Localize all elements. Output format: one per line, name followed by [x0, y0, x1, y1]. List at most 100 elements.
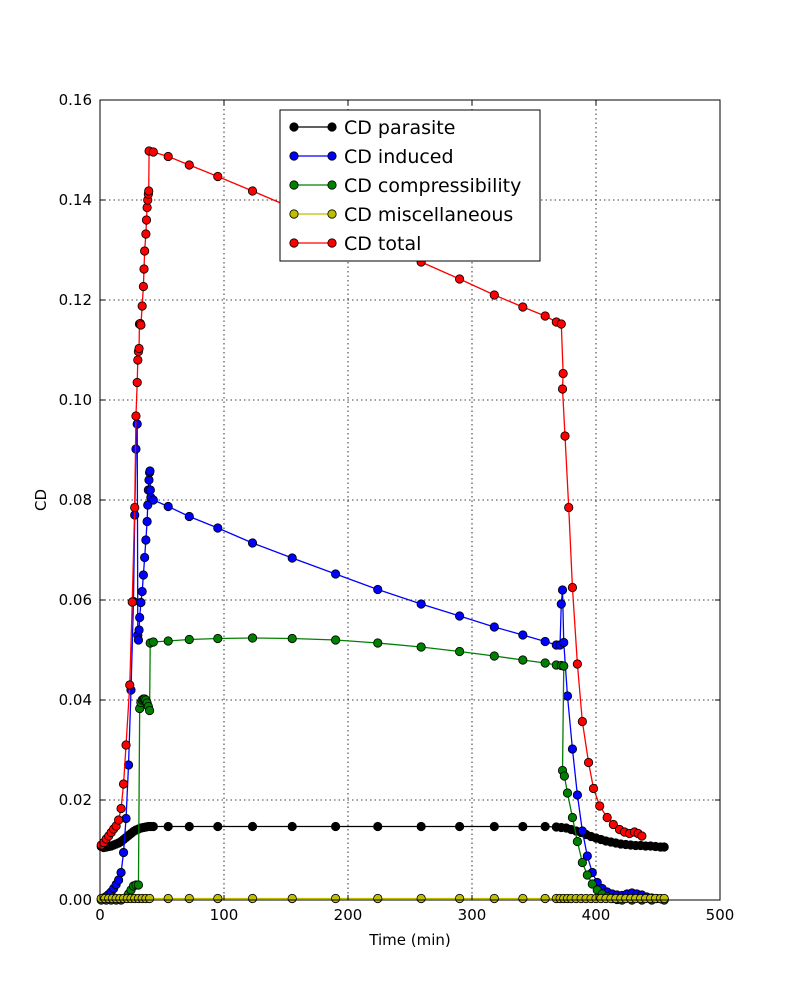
axis-ticks: 0 100 200 300 400 500 0.00 0.02 0.04 0.06 0.08 0.10… — [59, 91, 735, 924]
data-point-cd-parasite — [330, 821, 341, 832]
data-point-cd-compressibility — [540, 658, 550, 668]
data-point-cd-total — [583, 757, 594, 768]
data-point-cd-parasite — [148, 821, 158, 832]
legend-label: CD miscellaneous — [344, 204, 513, 226]
data-point-cd-compressibility — [145, 705, 155, 716]
data-point-cd-induced — [137, 586, 147, 597]
series-cd-total — [96, 146, 647, 850]
data-point-cd-compressibility — [559, 661, 569, 671]
data-point-cd-total — [577, 716, 587, 727]
data-point-cd-parasite — [540, 821, 550, 832]
data-point-cd-miscellaneous — [373, 893, 383, 904]
data-point-cd-induced — [562, 691, 573, 701]
data-point-cd-total — [560, 431, 570, 441]
data-point-cd-parasite — [247, 821, 258, 832]
data-point-cd-total — [213, 171, 223, 182]
data-point-cd-compressibility — [454, 646, 465, 657]
data-point-cd-induced — [138, 570, 148, 580]
y-axis-label: CD — [32, 489, 50, 511]
data-point-cd-total — [556, 319, 566, 329]
data-point-cd-miscellaneous — [489, 893, 499, 904]
data-point-cd-induced — [287, 553, 297, 563]
data-point-cd-total — [637, 831, 647, 841]
data-point-cd-total — [588, 783, 599, 794]
data-point-cd-total — [131, 411, 141, 421]
legend-entry-cd-miscellaneous: CD miscellaneous — [289, 204, 513, 226]
legend-entry-cd-induced: CD induced — [289, 146, 454, 168]
data-point-cd-total — [140, 246, 150, 256]
x-tick-label: 100 — [210, 906, 239, 924]
data-point-cd-total — [118, 779, 129, 789]
data-point-cd-induced — [135, 612, 145, 623]
data-point-cd-induced — [163, 501, 173, 512]
data-point-cd-total — [127, 597, 137, 607]
data-point-cd-induced — [556, 599, 566, 609]
y-tick-label: 0.12 — [59, 291, 92, 309]
data-point-cd-compressibility — [489, 651, 499, 661]
data-point-cd-parasite — [287, 821, 297, 832]
legend-marker — [289, 122, 299, 132]
legend-marker — [327, 238, 337, 248]
data-point-cd-total — [489, 290, 499, 300]
y-tick-label: 0.10 — [59, 391, 92, 409]
legend-label: CD induced — [344, 146, 454, 168]
data-point-cd-compressibility — [373, 638, 383, 648]
data-point-cd-induced — [559, 637, 569, 648]
series-cd-compressibility — [96, 633, 669, 905]
legend-marker — [289, 151, 299, 161]
data-point-cd-total — [564, 502, 574, 513]
x-tick-label: 500 — [706, 906, 735, 924]
y-tick-label: 0.14 — [59, 191, 92, 209]
data-point-cd-induced — [582, 851, 592, 861]
data-point-cd-compressibility — [559, 771, 569, 781]
data-point-cd-total — [134, 343, 144, 354]
y-tick-label: 0.04 — [59, 691, 92, 709]
legend-entry-cd-total: CD total — [289, 233, 421, 255]
data-point-cd-total — [558, 368, 568, 379]
series-cd-induced — [96, 419, 669, 904]
x-axis-label: Time (min) — [368, 931, 450, 949]
data-point-cd-compressibility — [287, 633, 297, 644]
data-point-cd-induced — [572, 790, 583, 800]
x-tick-label: 400 — [582, 906, 611, 924]
data-point-cd-total — [540, 311, 550, 321]
legend-marker — [289, 180, 299, 190]
data-point-cd-induced — [142, 516, 152, 527]
data-point-cd-miscellaneous — [145, 893, 155, 904]
plot-area — [96, 146, 669, 905]
legend-marker — [289, 209, 299, 219]
x-tick-label: 0 — [95, 906, 105, 924]
data-point-cd-miscellaneous — [659, 893, 669, 904]
data-point-cd-total — [137, 301, 147, 311]
data-point-cd-parasite — [184, 821, 194, 832]
data-point-cd-miscellaneous — [330, 893, 341, 904]
data-point-cd-miscellaneous — [247, 893, 258, 904]
data-point-cd-total — [163, 151, 173, 162]
data-point-cd-total — [247, 186, 258, 196]
y-tick-label: 0.02 — [59, 791, 92, 809]
data-point-cd-miscellaneous — [454, 893, 465, 904]
data-point-cd-induced — [136, 597, 146, 608]
legend-marker — [327, 122, 337, 132]
data-point-cd-induced — [454, 611, 465, 621]
data-point-cd-induced — [213, 523, 223, 533]
data-point-cd-total — [136, 320, 146, 330]
data-point-cd-total — [557, 384, 568, 394]
data-point-cd-parasite — [373, 821, 383, 832]
data-point-cd-total — [116, 803, 126, 814]
data-point-cd-total — [454, 274, 465, 284]
series-cd-miscellaneous — [96, 893, 669, 904]
data-point-cd-induced — [133, 635, 144, 645]
data-point-cd-compressibility — [213, 633, 223, 644]
data-point-cd-total — [595, 801, 605, 811]
data-point-cd-compressibility — [567, 812, 578, 823]
data-point-cd-induced — [116, 867, 126, 878]
legend-marker — [327, 180, 337, 190]
data-point-cd-total — [141, 229, 151, 239]
data-point-cd-compressibility — [416, 642, 426, 652]
data-point-cd-compressibility — [247, 633, 258, 643]
data-point-cd-total — [130, 502, 140, 513]
data-point-cd-total — [572, 659, 583, 669]
data-point-cd-compressibility — [330, 635, 341, 645]
gridlines — [100, 100, 720, 900]
